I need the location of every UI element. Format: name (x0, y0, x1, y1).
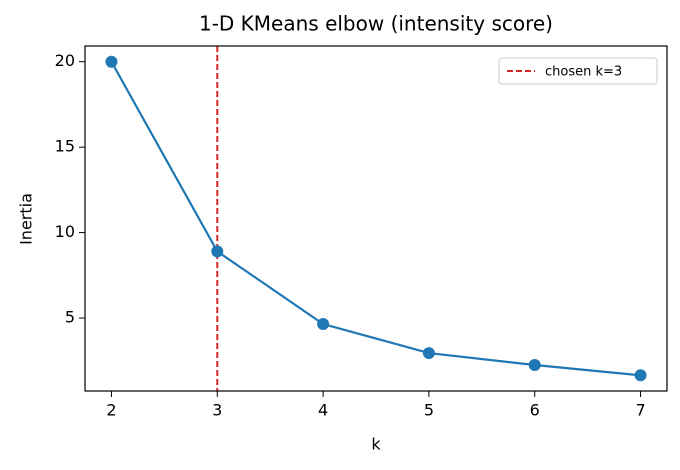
y-tick-label: 10 (55, 222, 75, 241)
x-tick-label: 6 (530, 401, 540, 420)
y-tick-label: 20 (55, 51, 75, 70)
point (422, 347, 435, 360)
legend-label: chosen k=3 (545, 65, 622, 80)
x-tick-label: 5 (424, 401, 434, 420)
y-tick-label: 5 (65, 308, 75, 327)
x-tick-label: 3 (212, 401, 222, 420)
x-tick-label: 2 (106, 401, 116, 420)
chart-title: 1-D KMeans elbow (intensity score) (199, 12, 553, 36)
line (110, 61, 641, 377)
x-tick-label: 4 (318, 401, 328, 420)
point (317, 318, 330, 331)
axes-frame (84, 45, 668, 392)
y-tick-label: 15 (55, 137, 75, 156)
y-axis-label: Inertia (17, 193, 36, 245)
legend-box (498, 57, 658, 85)
point (211, 245, 224, 258)
point (528, 359, 541, 372)
point (105, 55, 118, 68)
point (634, 369, 647, 382)
x-tick-label: 7 (635, 401, 645, 420)
x-axis-label: k (371, 435, 381, 454)
